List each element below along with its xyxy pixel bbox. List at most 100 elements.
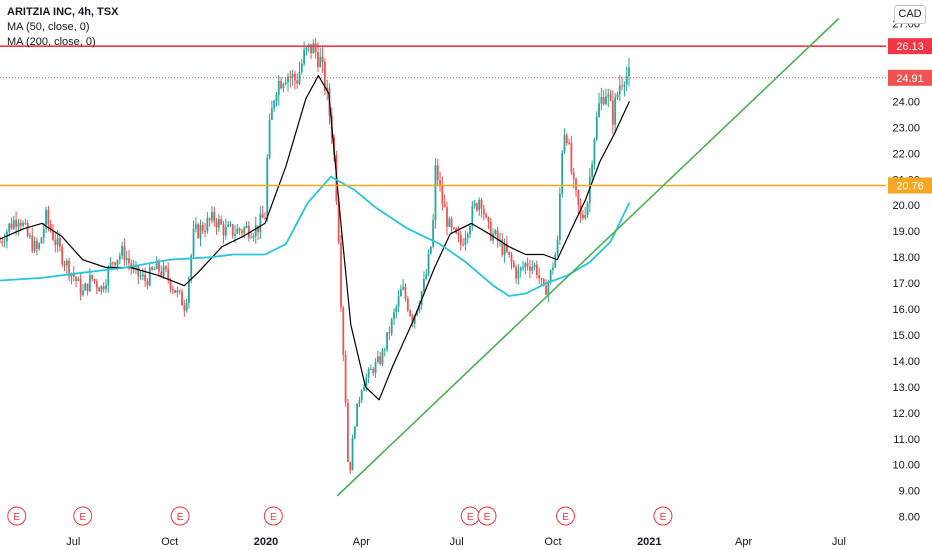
earnings-marker [477,506,497,526]
candle-body [287,76,289,83]
candle-body [469,225,471,235]
candle-body [342,307,345,355]
earnings-marker [653,506,673,526]
candle-body [17,222,20,227]
candle-body [434,165,437,220]
price-tick-label: 15.00 [892,330,920,342]
candle-body [243,227,246,234]
candle-body [510,254,513,263]
candle-body [118,255,121,260]
candle-series [0,37,630,474]
candle-body [185,302,188,311]
candle-body [114,262,117,266]
candle-body [558,193,561,240]
price-tick-label: 8.00 [899,512,920,524]
candle-body [254,225,257,236]
candle-body [116,259,119,266]
candle-body [155,260,158,270]
currency-button[interactable]: CAD [894,5,926,24]
candle-body [611,100,614,125]
candle-body [59,238,61,247]
candle-body [418,304,421,311]
candle-body [411,315,414,324]
candle-body [61,246,64,265]
price-tick-label: 24.00 [892,96,920,108]
candle-body [300,63,303,72]
candle-body [231,224,234,236]
trend-line [336,17,840,497]
candle-body [100,286,103,292]
earnings-marker [7,506,27,526]
candle-body [148,267,151,286]
time-tick-label: 2020 [254,536,278,548]
price-tag-bg [888,69,932,86]
candle-body [450,218,453,228]
candle-body [227,224,229,227]
candle-body [294,73,296,81]
trendline-layer [336,17,840,497]
candle-body [183,305,186,311]
candle-body [268,119,271,158]
candle-body [56,238,59,246]
candle-body [393,312,395,320]
candle-body [404,286,407,299]
candle-body [282,84,285,89]
candle-body [367,369,370,378]
legend-ma200[interactable]: MA (200, close, 0) [7,36,96,48]
candle-body [577,190,580,205]
candle-body [344,354,347,403]
legend-ma50[interactable]: MA (50, close, 0) [7,21,90,33]
candle-body [29,235,31,237]
candle-body [176,290,179,293]
candle-body [374,361,377,373]
candle-body [26,223,29,237]
candle-body [489,221,492,241]
horizontal-levels [0,45,886,187]
candle-body [464,238,467,245]
candle-body [135,266,137,268]
candle-body [314,43,317,53]
earnings-marker-label: E [484,512,491,523]
candle-body [372,368,375,373]
candle-body [602,97,605,105]
candle-body [531,266,534,271]
candle-body [160,271,163,276]
price-tick-label: 10.00 [892,460,920,472]
candle-body [236,228,239,234]
price-tag-bg [888,38,932,55]
candle-body [616,94,619,98]
candle-body [206,218,209,232]
candle-body [284,82,287,85]
candle-body [623,84,626,87]
candle-body [310,44,312,54]
candle-body [102,286,105,290]
candle-body [609,94,612,101]
candle-body [425,274,428,279]
candle-body [277,80,280,95]
candle-body [386,332,388,350]
earnings-marker-label: E [660,512,667,523]
price-tick-label: 11.00 [893,434,920,446]
candle-body [171,288,174,291]
candle-body [519,267,522,271]
candle-body [259,213,262,233]
candle-body [363,387,365,391]
earnings-marker-label: E [13,512,20,523]
candle-body [49,223,52,231]
candle-body [312,43,315,54]
candle-body [625,75,628,85]
chart-legend: ARITZIA INC, 4h, TSX MA (50, close, 0) M… [7,5,118,50]
candle-body [1,241,4,243]
candle-body [3,241,6,243]
candle-body [107,267,110,286]
time-tick-label: Jul [66,536,80,548]
candle-body [296,80,299,84]
candle-body [238,228,241,231]
candle-body [234,233,236,236]
candle-body [402,286,405,290]
candle-body [503,243,506,255]
candle-body [38,243,41,249]
candle-body [192,228,195,256]
